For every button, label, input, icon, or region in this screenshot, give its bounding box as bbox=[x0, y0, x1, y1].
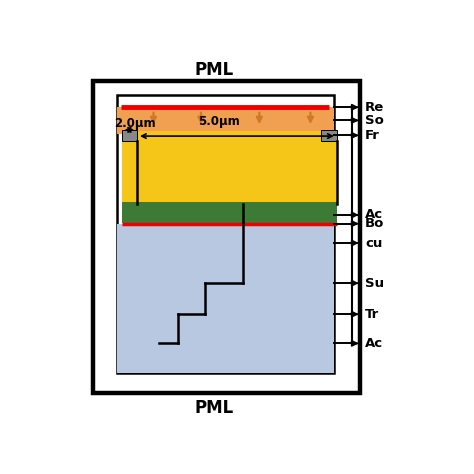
Text: Tr: Tr bbox=[365, 308, 380, 321]
Text: Fr: Fr bbox=[365, 129, 380, 142]
Bar bbox=[122, 202, 337, 223]
Text: 2.0μm: 2.0μm bbox=[114, 117, 156, 130]
Bar bbox=[117, 107, 334, 134]
Text: Bo: Bo bbox=[365, 217, 384, 230]
Text: Re: Re bbox=[365, 101, 384, 114]
Bar bbox=[117, 95, 334, 373]
Text: PML: PML bbox=[194, 61, 233, 79]
Bar bbox=[93, 81, 360, 392]
Bar bbox=[117, 224, 334, 373]
Text: 5.0μm: 5.0μm bbox=[198, 115, 240, 128]
Text: So: So bbox=[365, 114, 384, 127]
Text: Ac: Ac bbox=[365, 337, 383, 350]
Bar bbox=[321, 130, 337, 141]
Text: Su: Su bbox=[365, 277, 384, 290]
Text: PML: PML bbox=[194, 399, 233, 417]
Text: cu: cu bbox=[365, 237, 383, 249]
Bar bbox=[122, 131, 337, 204]
Text: Ac: Ac bbox=[365, 209, 383, 221]
Bar bbox=[122, 130, 137, 141]
